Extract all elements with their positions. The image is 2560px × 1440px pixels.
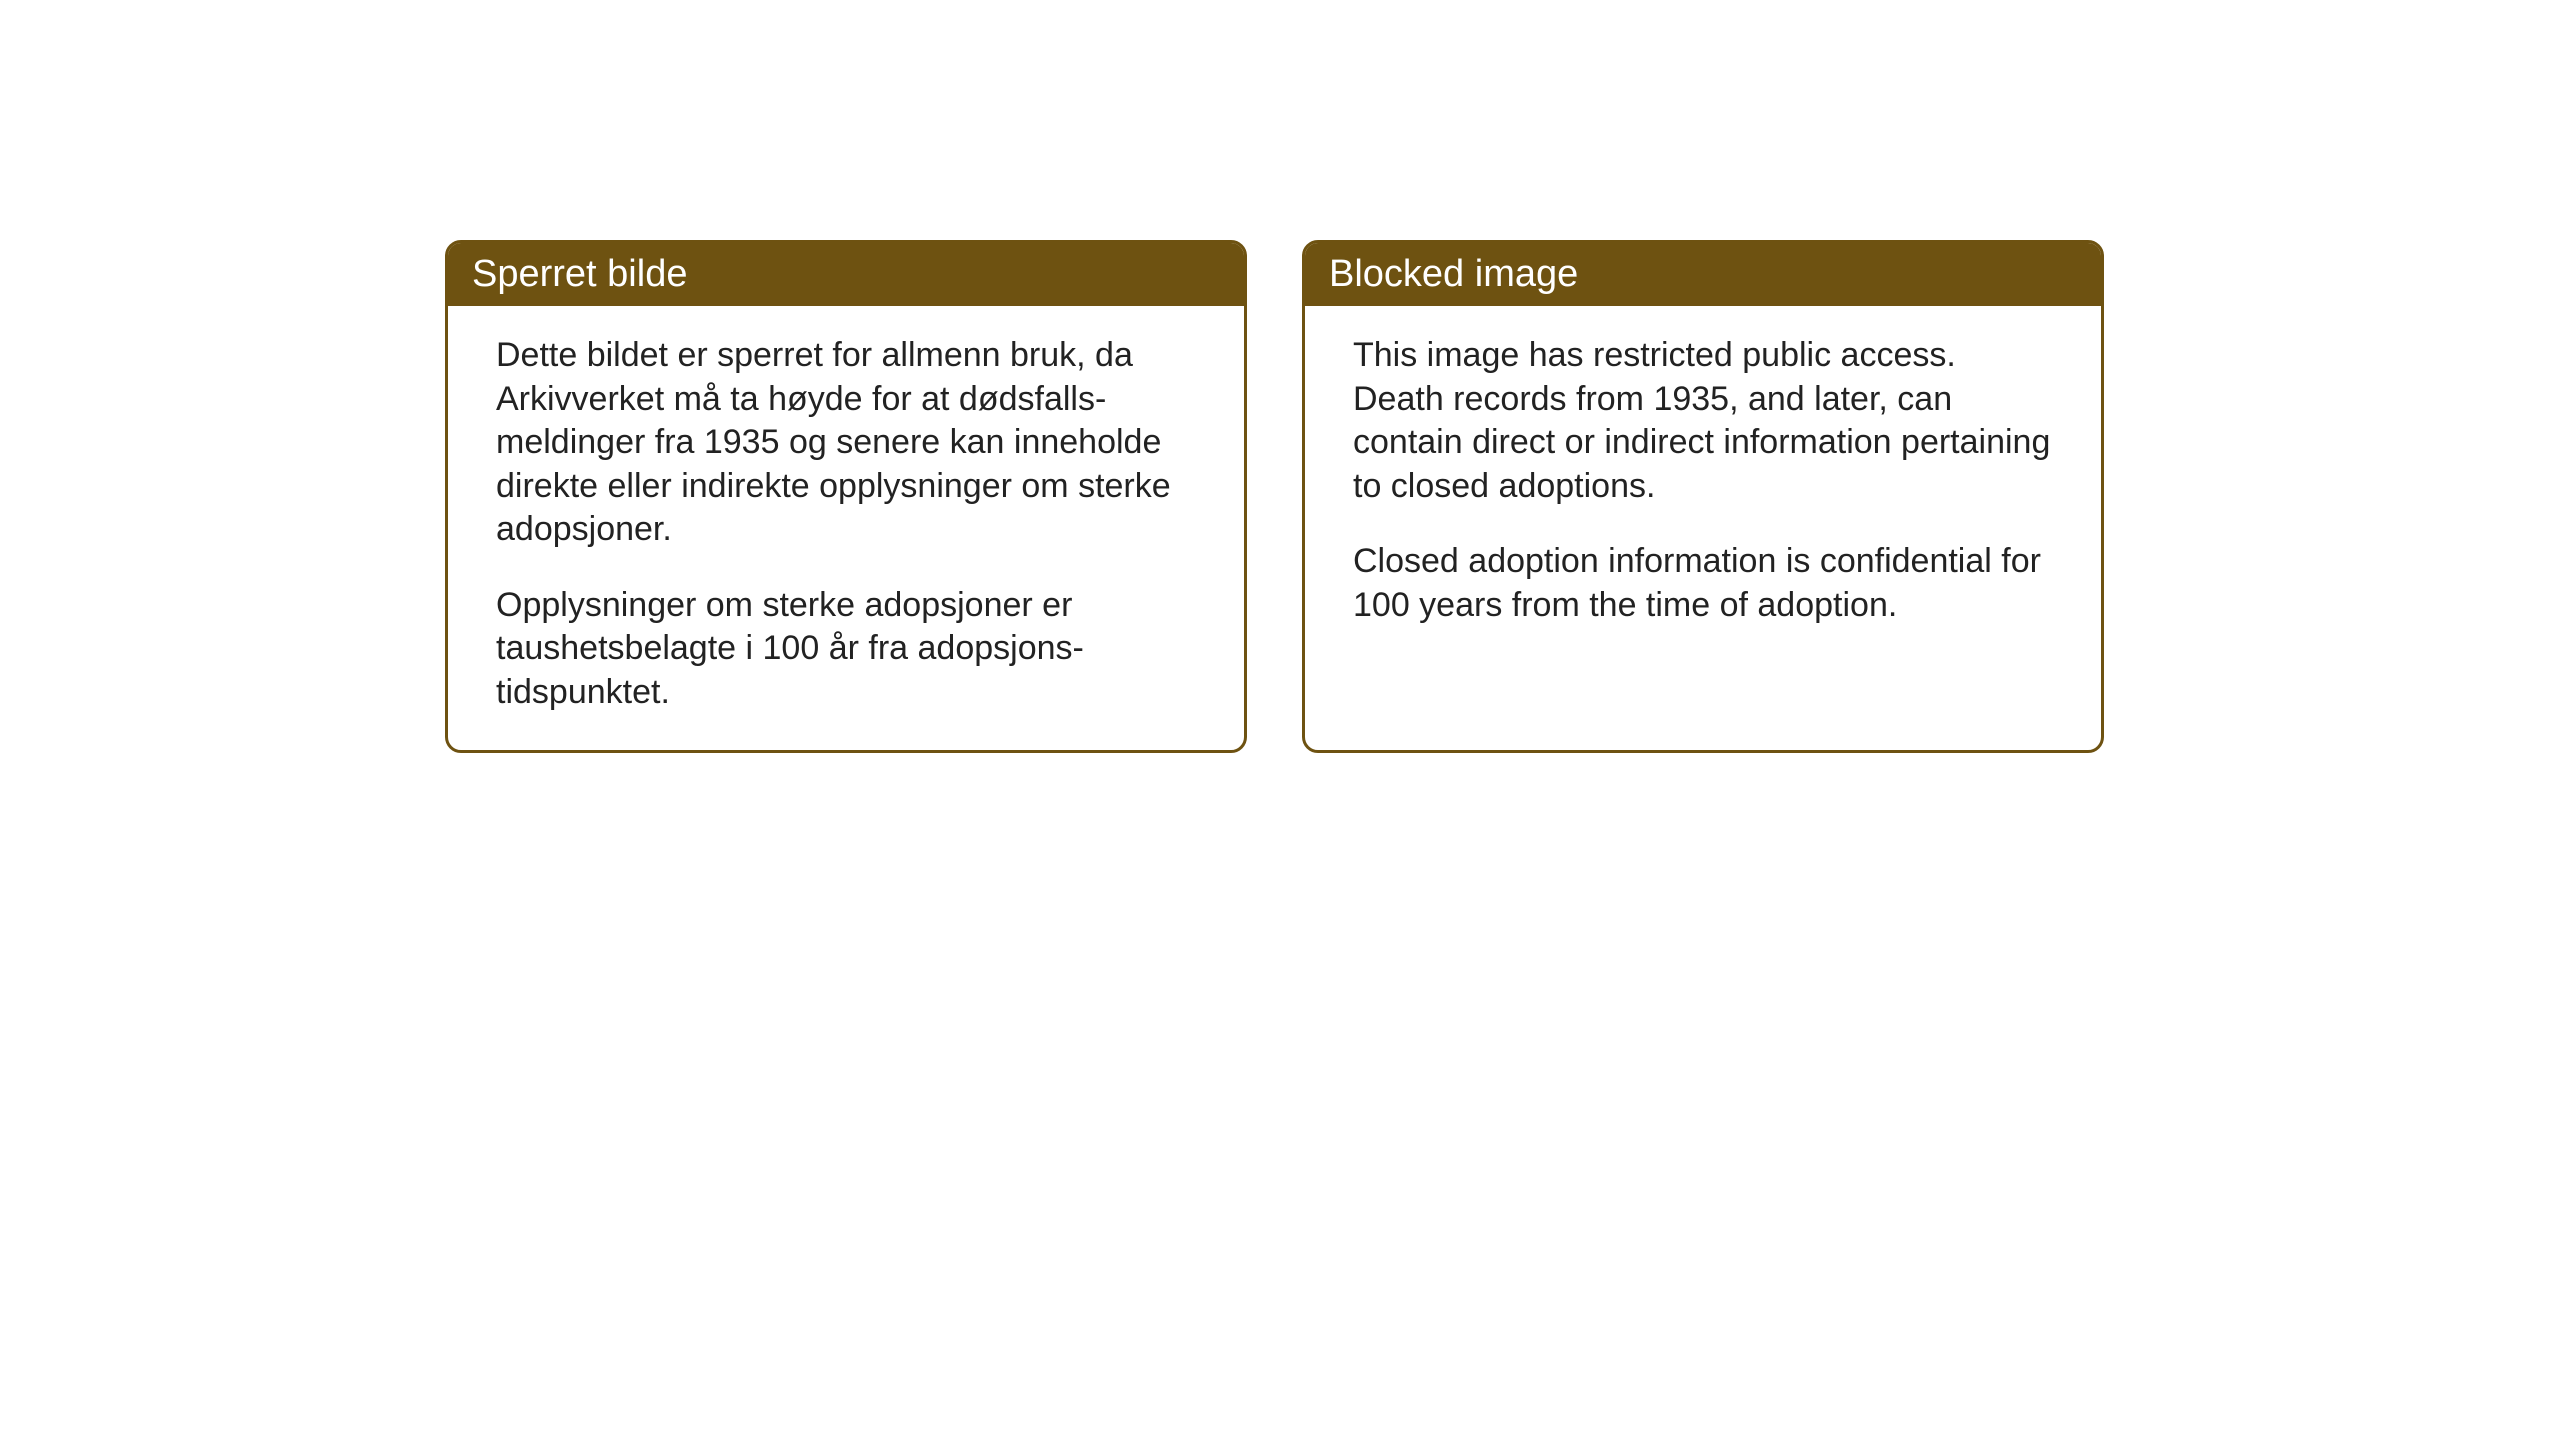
norwegian-paragraph-1: Dette bildet er sperret for allmenn bruk… — [496, 334, 1196, 552]
norwegian-card-title: Sperret bilde — [448, 243, 1244, 306]
english-paragraph-2: Closed adoption information is confident… — [1353, 540, 2053, 627]
english-card-title: Blocked image — [1305, 243, 2101, 306]
english-card: Blocked image This image has restricted … — [1302, 240, 2104, 753]
norwegian-card-body: Dette bildet er sperret for allmenn bruk… — [448, 306, 1244, 750]
cards-container: Sperret bilde Dette bildet er sperret fo… — [445, 240, 2104, 753]
english-card-body: This image has restricted public access.… — [1305, 306, 2101, 746]
english-paragraph-1: This image has restricted public access.… — [1353, 334, 2053, 508]
norwegian-card: Sperret bilde Dette bildet er sperret fo… — [445, 240, 1247, 753]
norwegian-paragraph-2: Opplysninger om sterke adopsjoner er tau… — [496, 584, 1196, 715]
